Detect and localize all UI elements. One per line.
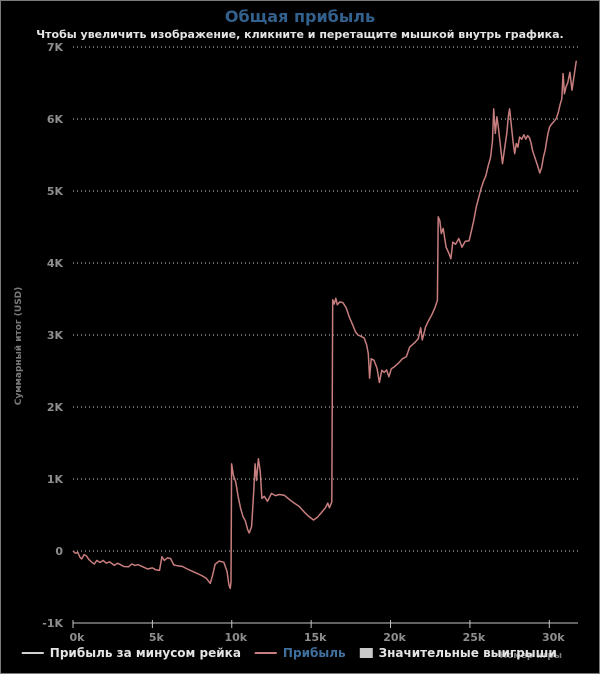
y-tick-label: 1K bbox=[47, 473, 64, 486]
legend-item-profit-minus-rake[interactable]: Прибыль за минусом рейка bbox=[21, 646, 241, 660]
y-tick-label: 3K bbox=[47, 329, 64, 342]
legend-label: Прибыль за минусом рейка bbox=[49, 646, 241, 660]
line-swatch-icon bbox=[21, 652, 44, 654]
y-tick-label: -1K bbox=[42, 617, 63, 630]
profit-series-line bbox=[72, 60, 578, 590]
x-tick-label: 15k bbox=[304, 631, 327, 644]
box-swatch-icon bbox=[359, 648, 373, 658]
legend-label: Прибыль bbox=[282, 646, 346, 660]
y-tick-label: 4K bbox=[47, 257, 64, 270]
y-tick-label: 6K bbox=[47, 113, 64, 126]
x-tick-label: 30k bbox=[542, 631, 565, 644]
x-tick-label: 20k bbox=[383, 631, 406, 644]
x-tick-label: 5k bbox=[149, 631, 165, 644]
legend: Прибыль за минусом рейка Прибыль Значите… bbox=[21, 646, 557, 660]
legend-label: Значительные выигрыши bbox=[378, 646, 557, 660]
chart-title: Общая прибыль bbox=[224, 7, 376, 26]
y-axis-title: Суммарный итог (USD) bbox=[14, 286, 24, 406]
chart-plot-area[interactable]: 7K 6K 5K 4K 3K 2K 1K 0 -1K 0k 5k 10k 15k 20k 25k 30k bbox=[1, 1, 600, 646]
y-tick-label: 7K bbox=[47, 41, 64, 54]
chart-zoom-hint: Чтобы увеличить изображение, кликните и … bbox=[36, 28, 564, 41]
x-tick-label: 10k bbox=[224, 631, 247, 644]
x-tick-label: 0k bbox=[70, 631, 86, 644]
x-axis-title: Номер игры bbox=[499, 651, 562, 661]
legend-item-profit[interactable]: Прибыль bbox=[254, 646, 346, 660]
x-tick-label: 25k bbox=[463, 631, 486, 644]
y-tick-label: 0 bbox=[55, 545, 63, 558]
line-swatch-icon bbox=[254, 652, 277, 654]
legend-item-significant-wins[interactable]: Значительные выигрыши bbox=[359, 646, 557, 660]
y-tick-label: 2K bbox=[47, 401, 64, 414]
y-tick-label: 5K bbox=[47, 185, 64, 198]
